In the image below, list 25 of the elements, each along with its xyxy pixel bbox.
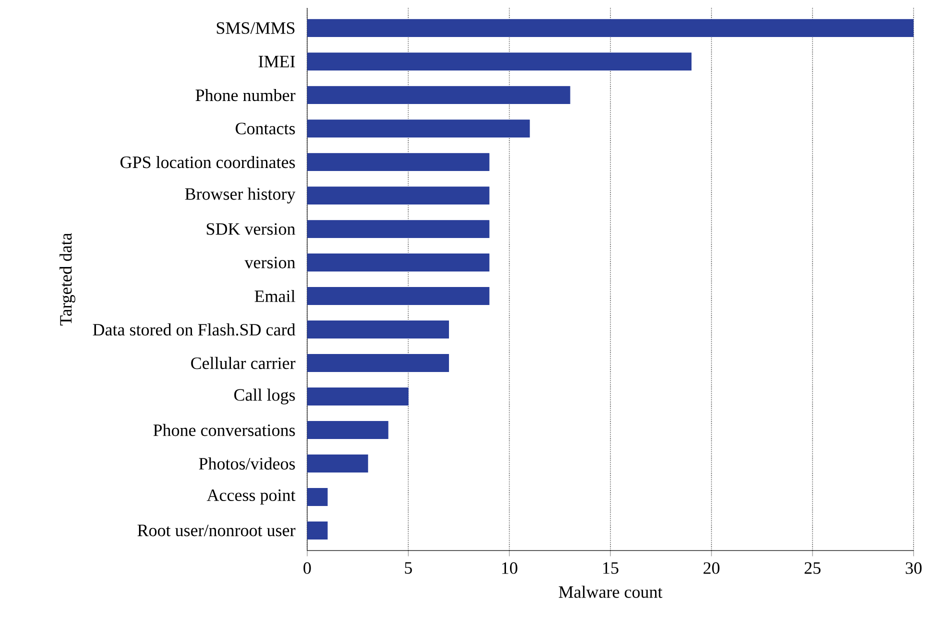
y-tick-label: Contacts <box>236 122 295 134</box>
y-tick-label: Phone number <box>196 88 296 101</box>
y-tick-label: Email <box>254 290 296 302</box>
y-tick-label: SDK version <box>206 223 296 235</box>
y-tick-label: version <box>244 256 296 268</box>
x-axis-title: Malware count <box>558 586 662 598</box>
y-tick-label: Photos/videos <box>198 457 295 470</box>
y-tick-label: SMS/MMS <box>216 22 294 34</box>
x-tick-label: 20 <box>704 562 720 574</box>
y-tick-label: Phone conversations <box>153 424 295 436</box>
y-tick-label: GPS location coordinates <box>120 156 295 168</box>
y-tick-label: IMEI <box>258 56 295 68</box>
x-tick-label: 25 <box>804 562 821 574</box>
y-axis-title: Targeted data <box>60 232 76 326</box>
x-tick-label: 30 <box>906 562 922 574</box>
y-tick-label: Access point <box>206 489 296 504</box>
y-tick-label: Data stored on Flash.SD card <box>92 323 296 336</box>
x-tick-label: 5 <box>404 562 412 574</box>
x-tick-label: 15 <box>603 562 618 574</box>
y-tick-label: Browser history <box>185 187 296 204</box>
y-tick-label: Root user/nonroot user <box>138 524 296 536</box>
y-tick-label: Call logs <box>234 388 295 404</box>
y-tick-label: Cellular carrier <box>191 356 296 369</box>
x-tick-label: 10 <box>502 562 518 574</box>
x-tick-label: 0 <box>304 562 311 574</box>
